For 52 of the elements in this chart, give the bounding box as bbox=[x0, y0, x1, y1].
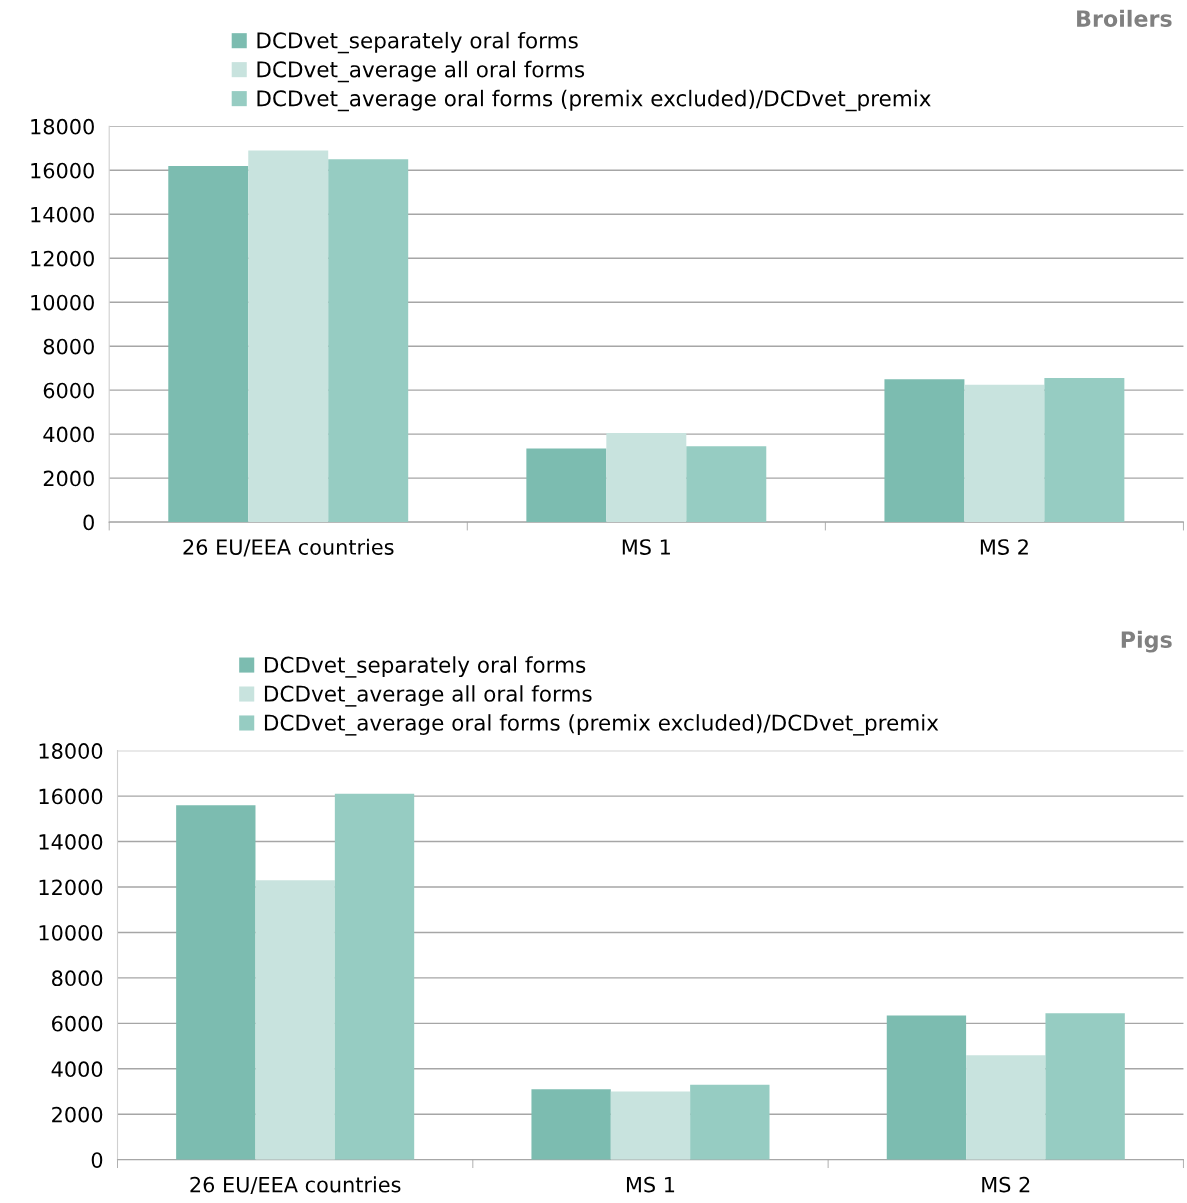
x-tick-label: MS 2 bbox=[980, 539, 1028, 555]
y-tick-label: 4000 bbox=[51, 1061, 103, 1078]
bar bbox=[176, 805, 256, 1160]
y-tick-label: 16000 bbox=[31, 162, 94, 179]
y-tick-label: 14000 bbox=[31, 206, 94, 223]
legend-label: DCDvet_separately oral forms bbox=[264, 656, 586, 678]
y-tick-label: 4000 bbox=[43, 426, 94, 443]
bar bbox=[168, 165, 249, 523]
bar bbox=[531, 1089, 611, 1160]
legend-label: DCDvet_average all oral forms bbox=[257, 60, 585, 83]
x-tick-label: MS 1 bbox=[622, 539, 670, 555]
bar bbox=[526, 448, 607, 523]
bar bbox=[1044, 378, 1125, 523]
bar bbox=[255, 880, 335, 1160]
chart-title: Broilers bbox=[1077, 9, 1172, 28]
bar bbox=[334, 793, 415, 1160]
y-tick-label: 18000 bbox=[31, 118, 94, 135]
bar bbox=[606, 433, 687, 523]
bar bbox=[248, 150, 329, 523]
y-tick-label: 6000 bbox=[52, 1015, 103, 1032]
y-tick-label: 2000 bbox=[52, 1106, 103, 1123]
y-tick-label: 8000 bbox=[52, 970, 103, 987]
y-tick-label: 8000 bbox=[43, 338, 94, 355]
y-tick-label: 12000 bbox=[31, 250, 94, 267]
chart-title: Pigs bbox=[1121, 630, 1172, 653]
legend-label: DCDvet_average oral forms (premix excluded)/DCDvet_premix bbox=[257, 89, 931, 112]
y-tick-label: 6000 bbox=[43, 382, 94, 399]
legend-label: DCDvet_separately oral forms bbox=[257, 31, 578, 54]
x-tick-label: MS 1 bbox=[626, 1176, 675, 1193]
y-tick-label: 0 bbox=[91, 1152, 103, 1168]
bar bbox=[1045, 1013, 1125, 1160]
bar bbox=[884, 379, 965, 523]
bar bbox=[328, 159, 409, 523]
y-tick-label: 10000 bbox=[39, 924, 103, 941]
x-tick-label: MS 2 bbox=[982, 1176, 1030, 1193]
y-tick-label: 14000 bbox=[39, 834, 103, 850]
bar bbox=[964, 384, 1045, 523]
y-tick-label: 0 bbox=[83, 514, 94, 531]
legend-label: DCDvet_average all oral forms bbox=[264, 685, 592, 707]
bar bbox=[886, 1015, 967, 1160]
y-tick-label: 18000 bbox=[39, 743, 103, 759]
y-tick-label: 12000 bbox=[39, 879, 103, 896]
legend-label: DCDvet_average oral forms (premix excluded)/DCDvet_premix bbox=[264, 714, 939, 736]
y-tick-label: 10000 bbox=[31, 294, 94, 311]
x-tick-label: 26 EU/EEA countries bbox=[183, 538, 394, 557]
y-tick-label: 16000 bbox=[39, 788, 103, 805]
bar bbox=[686, 446, 767, 523]
y-tick-label: 2000 bbox=[43, 470, 94, 487]
bar bbox=[690, 1084, 770, 1160]
bar bbox=[610, 1091, 691, 1160]
bar bbox=[966, 1055, 1046, 1160]
x-tick-label: 26 EU/EEA countries bbox=[190, 1176, 401, 1195]
